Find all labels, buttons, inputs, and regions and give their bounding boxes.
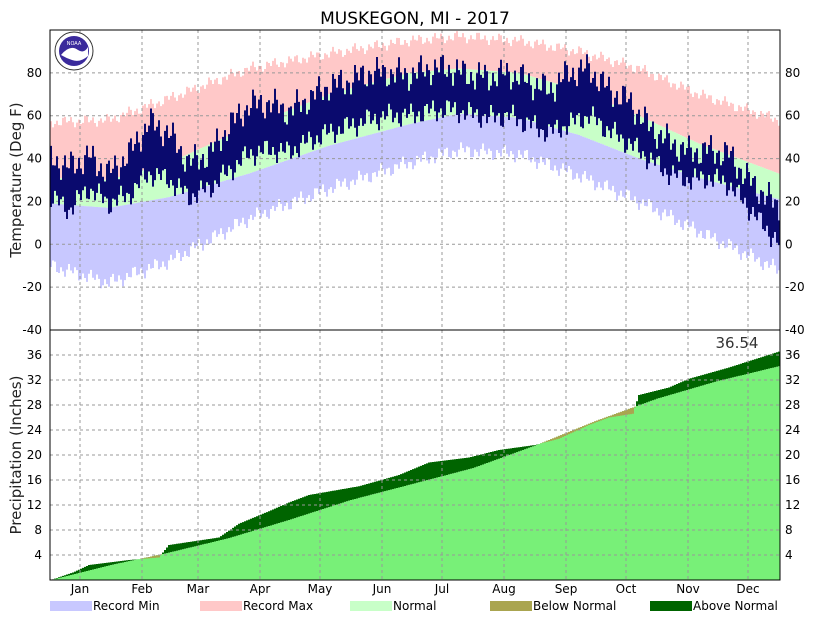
month-label: Jan [70, 582, 90, 596]
legend-swatch [350, 601, 392, 611]
y-tick-label: 0 [785, 237, 793, 251]
y-tick-label: -20 [785, 280, 805, 294]
precipitation-panel: 4 8 12 16 20 24 28 32 36 4 8 12 16 20 24 28 32 36 Precip… [7, 329, 800, 581]
month-label: Jul [434, 582, 449, 596]
y-tick-label: 20 [27, 448, 42, 462]
month-label: Oct [616, 582, 637, 596]
month-label: May [308, 582, 333, 596]
legend-swatch [650, 601, 692, 611]
legend-label: Normal [393, 599, 436, 613]
precipitation-plot-frame [49, 329, 781, 581]
precipitation-ticks-left: 4 8 12 16 20 24 28 32 36 [27, 348, 42, 562]
y-tick-label: 12 [27, 498, 42, 512]
normal-precipitation-area [50, 366, 780, 580]
y-tick-label: 16 [785, 473, 800, 487]
y-tick-label: 28 [27, 398, 42, 412]
y-tick-label: 40 [785, 152, 800, 166]
y-tick-label: 60 [785, 109, 800, 123]
legend-label: Above Normal [693, 599, 778, 613]
y-tick-label: 60 [27, 109, 42, 123]
y-tick-label: 28 [785, 398, 800, 412]
legend-label: Below Normal [533, 599, 616, 613]
y-tick-label: 20 [785, 448, 800, 462]
legend-swatch [50, 601, 92, 611]
month-label: Mar [187, 582, 210, 596]
above-normal-precipitation [52, 351, 780, 580]
observed-temperature-range [50, 54, 780, 247]
y-tick-label: -40 [22, 323, 42, 337]
precipitation-grid [50, 330, 780, 580]
y-tick-label: 32 [785, 373, 800, 387]
month-label: Apr [250, 582, 271, 596]
noaa-logo-gull [61, 47, 88, 61]
y-tick-label: 8 [34, 523, 42, 537]
noaa-logo: NOAA [54, 31, 94, 71]
legend-label: Record Max [243, 599, 313, 613]
temperature-ticks-right: -40 -20 0 20 40 60 80 [785, 66, 805, 337]
y-tick-label: -40 [785, 323, 805, 337]
y-tick-label: 20 [27, 194, 42, 208]
precipitation-axis-label: Precipitation (Inches) [7, 376, 25, 535]
y-tick-label: 40 [27, 152, 42, 166]
observed-temperature-bars [50, 54, 780, 247]
y-tick-label: 24 [27, 423, 42, 437]
temperature-panel: -40 -20 0 20 40 60 80 -40 -20 0 20 40 60 80 Temperat… [7, 29, 805, 337]
y-tick-label: 0 [34, 237, 42, 251]
y-tick-label: 4 [34, 548, 42, 562]
y-tick-label: 32 [27, 373, 42, 387]
record-min-band [50, 113, 780, 289]
month-labels: Jan Feb Mar Apr May Jun Jul Aug Sep Oct Nov Dec [70, 582, 760, 596]
y-tick-label: 24 [785, 423, 800, 437]
y-tick-label: 12 [785, 498, 800, 512]
y-tick-label: 80 [27, 66, 42, 80]
y-tick-label: -20 [22, 280, 42, 294]
legend-swatch [200, 601, 242, 611]
legend: Record Min Record Max Normal Below Normal Ab… [50, 599, 778, 613]
chart-title: MUSKEGON, MI - 2017 [320, 9, 510, 29]
y-tick-label: 80 [785, 66, 800, 80]
month-label: Nov [676, 582, 699, 596]
y-tick-label: 4 [785, 548, 793, 562]
y-tick-label: 20 [785, 194, 800, 208]
month-label: Sep [555, 582, 578, 596]
precipitation-areas [50, 351, 780, 580]
month-label: Dec [736, 582, 759, 596]
legend-label: Record Min [93, 599, 160, 613]
month-label: Feb [131, 582, 152, 596]
record-max-band [50, 31, 780, 180]
temperature-ticks-left: -40 -20 0 20 40 60 80 [22, 66, 42, 337]
precipitation-total-annotation: 36.54 [716, 334, 759, 352]
month-label: Aug [492, 582, 515, 596]
temperature-axis-label: Temperature (Deg F) [7, 102, 25, 258]
precipitation-ticks-right: 4 8 12 16 20 24 28 32 36 [785, 348, 800, 562]
y-tick-label: 36 [27, 348, 42, 362]
month-label: Jun [372, 582, 392, 596]
y-tick-label: 8 [785, 523, 793, 537]
noaa-logo-text: NOAA [67, 41, 82, 47]
legend-swatch [490, 601, 532, 611]
y-tick-label: 16 [27, 473, 42, 487]
y-tick-label: 36 [785, 348, 800, 362]
